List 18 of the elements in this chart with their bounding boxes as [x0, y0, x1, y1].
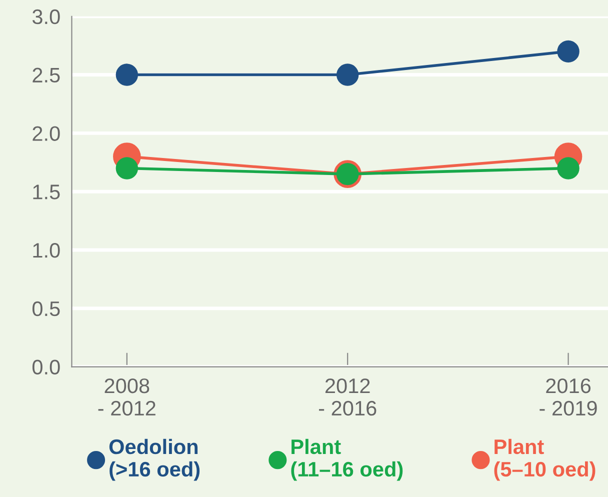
point	[557, 40, 580, 63]
legend-label: Oedolion (>16 oed)	[109, 438, 200, 481]
y-tick-label: 1.5	[33, 184, 60, 200]
y-tick-label: 1.0	[33, 242, 60, 258]
y-tick-label: 2.5	[32, 68, 60, 83]
x-tick-label: 2016 - 2019	[540, 378, 597, 416]
y-tick-label: 0.5	[32, 301, 60, 316]
y-tick-label: 2.0	[32, 126, 60, 141]
x-tick-label: 2008 - 2012	[98, 378, 156, 416]
x-tick-label: 2012 - 2016	[318, 378, 376, 416]
point	[116, 157, 138, 180]
point	[557, 157, 580, 180]
y-tick-label: 0.0	[32, 360, 60, 375]
legend-label: Plant (5–10 oed)	[494, 438, 596, 481]
legend-label: Plant (11–16 oed)	[291, 438, 403, 481]
point	[116, 64, 138, 86]
point	[336, 64, 359, 86]
y-tick-label: 3.0	[32, 9, 60, 24]
